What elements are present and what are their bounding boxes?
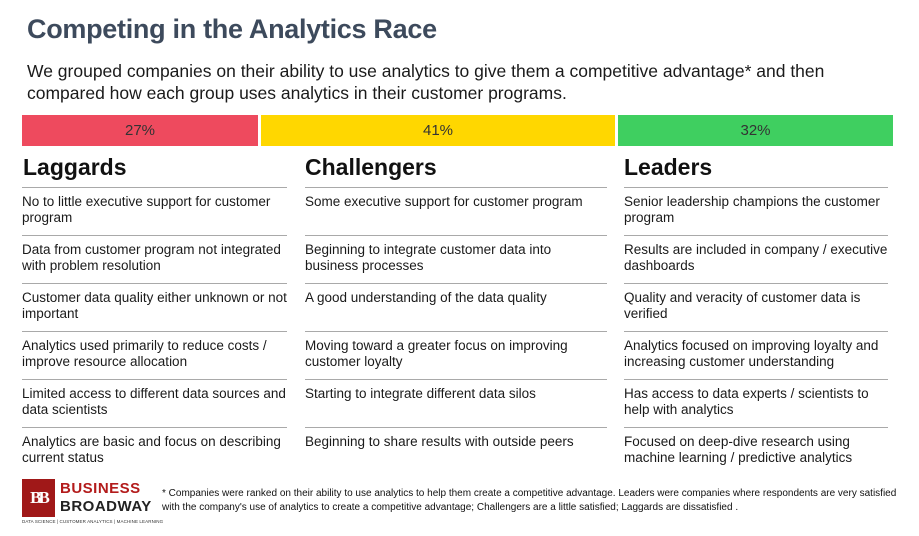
laggards-column: Laggards No to little executive support … bbox=[22, 152, 287, 476]
challengers-list: Some executive support for customer prog… bbox=[305, 187, 607, 476]
leaders-heading: Leaders bbox=[624, 154, 713, 180]
list-item: Some executive support for customer prog… bbox=[305, 188, 607, 236]
list-item: Has access to data experts / scientists … bbox=[624, 380, 888, 428]
list-item: Analytics focused on improving loyalty a… bbox=[624, 332, 888, 380]
list-item: Results are included in company / execut… bbox=[624, 236, 888, 284]
leaders-percent-bar: 32% bbox=[618, 115, 893, 146]
list-item: Limited access to different data sources… bbox=[22, 380, 287, 428]
leaders-column: Leaders Senior leadership champions the … bbox=[624, 152, 888, 476]
laggards-percent-bar: 27% bbox=[22, 115, 258, 146]
leaders-list: Senior leadership champions the customer… bbox=[624, 187, 888, 476]
list-item: Data from customer program not integrate… bbox=[22, 236, 287, 284]
list-item: No to little executive support for custo… bbox=[22, 188, 287, 236]
business-broadway-logo: BB BUSINESS BROADWAY DATA SCIENCE | CUST… bbox=[22, 479, 163, 525]
list-item: Moving toward a greater focus on improvi… bbox=[305, 332, 607, 380]
list-item: Senior leadership champions the customer… bbox=[624, 188, 888, 236]
list-item: Quality and veracity of customer data is… bbox=[624, 284, 888, 332]
logo-text-broadway: BROADWAY bbox=[60, 498, 152, 515]
logo-text-business: BUSINESS bbox=[60, 480, 141, 497]
list-item: Analytics used primarily to reduce costs… bbox=[22, 332, 287, 380]
logo-mark: BB bbox=[22, 479, 55, 517]
challengers-column: Challengers Some executive support for c… bbox=[305, 152, 607, 476]
list-item: Beginning to share results with outside … bbox=[305, 434, 574, 449]
list-item: Customer data quality either unknown or … bbox=[22, 284, 287, 332]
list-item: A good understanding of the data quality bbox=[305, 284, 607, 332]
list-item: Analytics are basic and focus on describ… bbox=[22, 434, 281, 465]
laggards-list: No to little executive support for custo… bbox=[22, 187, 287, 476]
challengers-percent-bar: 41% bbox=[261, 115, 615, 146]
page-subtitle: We grouped companies on their ability to… bbox=[27, 61, 825, 103]
logo-tagline: DATA SCIENCE | CUSTOMER ANALYTICS | MACH… bbox=[22, 519, 164, 524]
challengers-heading: Challengers bbox=[305, 154, 437, 180]
laggards-heading: Laggards bbox=[23, 154, 127, 180]
list-item: Starting to integrate different data sil… bbox=[305, 380, 607, 428]
list-item: Focused on deep-dive research using mach… bbox=[624, 434, 853, 465]
page-title: Competing in the Analytics Race bbox=[27, 14, 437, 44]
footnote: * Companies were ranked on their ability… bbox=[162, 488, 897, 513]
list-item: Beginning to integrate customer data int… bbox=[305, 236, 607, 284]
